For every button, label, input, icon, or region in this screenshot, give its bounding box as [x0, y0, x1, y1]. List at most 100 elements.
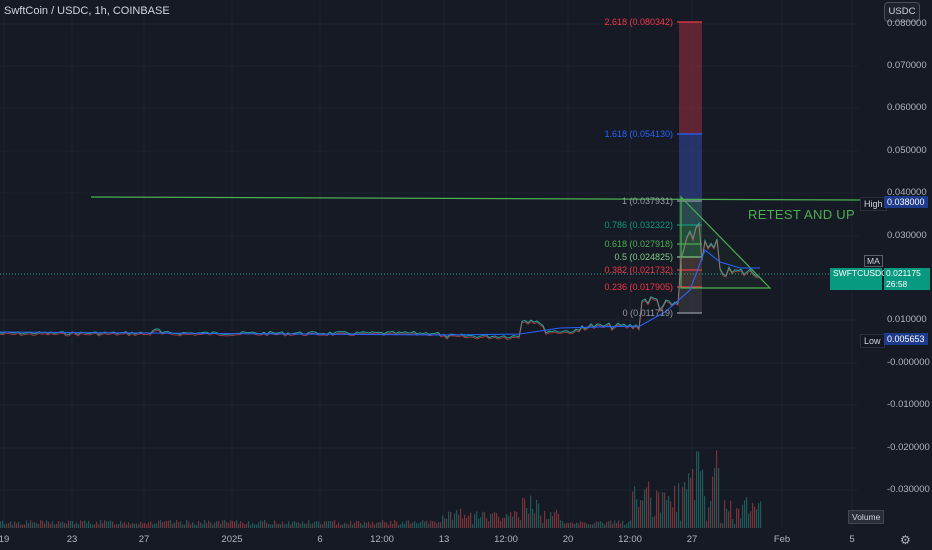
x-tick-label: 23	[66, 534, 78, 545]
volume-bar	[404, 523, 406, 528]
volume-bar	[736, 508, 738, 528]
volume-bar	[698, 451, 700, 528]
volume-bar	[636, 499, 638, 528]
volume-bar	[676, 512, 678, 528]
volume-bar	[430, 520, 432, 528]
volume-bar	[378, 521, 380, 528]
volume-bar	[550, 512, 552, 528]
volume-bar	[434, 521, 436, 528]
volume-bar	[520, 520, 522, 528]
volume-bar	[352, 524, 354, 528]
volume-bar	[148, 522, 150, 528]
volume-bar	[402, 521, 404, 528]
volume-bar	[572, 522, 574, 528]
volume-bar	[440, 522, 442, 528]
volume-bar	[580, 521, 582, 528]
volume-bar	[706, 520, 708, 528]
volume-bar	[696, 451, 698, 528]
volume-bar	[250, 524, 252, 528]
volume-bar	[124, 522, 126, 528]
volume-bar	[398, 524, 400, 528]
volume-bar	[260, 520, 262, 528]
volume-bar	[178, 522, 180, 528]
volume-bar	[102, 523, 104, 528]
volume-bar	[132, 522, 134, 528]
volume-bar	[660, 512, 662, 528]
volume-bar	[86, 522, 88, 528]
volume-bar	[6, 523, 8, 528]
fib-zone	[679, 287, 702, 313]
symbol-title[interactable]: SwftCoin / USDC, 1h, COINBASE	[4, 5, 170, 17]
volume-bar	[288, 521, 290, 528]
volume-bar	[228, 522, 230, 528]
volume-bar	[188, 521, 190, 528]
volume-bar	[656, 490, 658, 528]
volume-bar	[494, 512, 496, 528]
fib-zone	[679, 225, 702, 257]
volume-bar	[602, 522, 604, 528]
volume-bar	[170, 520, 172, 528]
volume-bar	[564, 523, 566, 528]
volume-bar	[544, 510, 546, 528]
volume-bar	[486, 518, 488, 528]
volume-bar	[672, 507, 674, 528]
volume-bar	[32, 522, 34, 528]
volume-bar	[358, 521, 360, 528]
volume-bar	[310, 523, 312, 528]
volume-bar	[160, 520, 162, 528]
volume-bar	[728, 511, 730, 528]
volume-bar	[752, 503, 754, 528]
volume-bar	[40, 520, 42, 528]
high-label: High	[860, 197, 887, 211]
volume-bar	[76, 522, 78, 528]
volume-bar	[396, 521, 398, 528]
volume-bar	[106, 521, 108, 528]
volume-bar	[270, 524, 272, 528]
x-tick-label: 12:00	[370, 534, 394, 545]
volume-bar	[722, 523, 724, 528]
volume-bar	[200, 522, 202, 528]
x-tick-label: 2025	[221, 534, 243, 545]
volume-bar	[214, 522, 216, 528]
volume-bar	[304, 523, 306, 528]
volume-bar	[236, 520, 238, 528]
volume-bar	[368, 521, 370, 528]
volume-bar	[512, 516, 514, 528]
volume-bar	[472, 524, 474, 528]
volume-bar	[526, 508, 528, 528]
volume-bar	[748, 513, 750, 528]
volume-bar	[142, 523, 144, 528]
volume-bar	[244, 524, 246, 528]
volume-bar	[738, 508, 740, 528]
volume-bar	[374, 524, 376, 528]
volume-bar	[272, 524, 274, 528]
volume-bar	[326, 521, 328, 528]
volume-bar	[166, 520, 168, 528]
volume-bar	[412, 522, 414, 528]
y-tick-label: 0.080000	[887, 18, 927, 29]
x-tick-label: 5	[849, 534, 855, 545]
volume-bar	[150, 521, 152, 528]
volume-bar	[112, 521, 114, 528]
volume-bar	[192, 522, 194, 528]
volume-bar	[298, 522, 300, 528]
volume-bar	[646, 487, 648, 528]
volume-bar	[42, 520, 44, 528]
volume-bar	[632, 491, 634, 528]
volume-bar	[380, 522, 382, 528]
volume-bar	[710, 501, 712, 528]
volume-bar	[694, 500, 696, 528]
high-value: 0.038000	[884, 196, 928, 208]
volume-bar	[290, 524, 292, 528]
currency-button[interactable]: USDC	[884, 2, 920, 22]
volume-bar	[48, 521, 50, 528]
volume-bar	[152, 524, 154, 528]
volume-bar	[376, 522, 378, 528]
volume-bar	[0, 521, 2, 528]
fib-zone	[679, 22, 702, 134]
volume-bar	[648, 481, 650, 528]
volume-bar	[274, 520, 276, 528]
volume-bar	[690, 478, 692, 528]
gear-icon[interactable]: ⚙	[900, 533, 911, 547]
